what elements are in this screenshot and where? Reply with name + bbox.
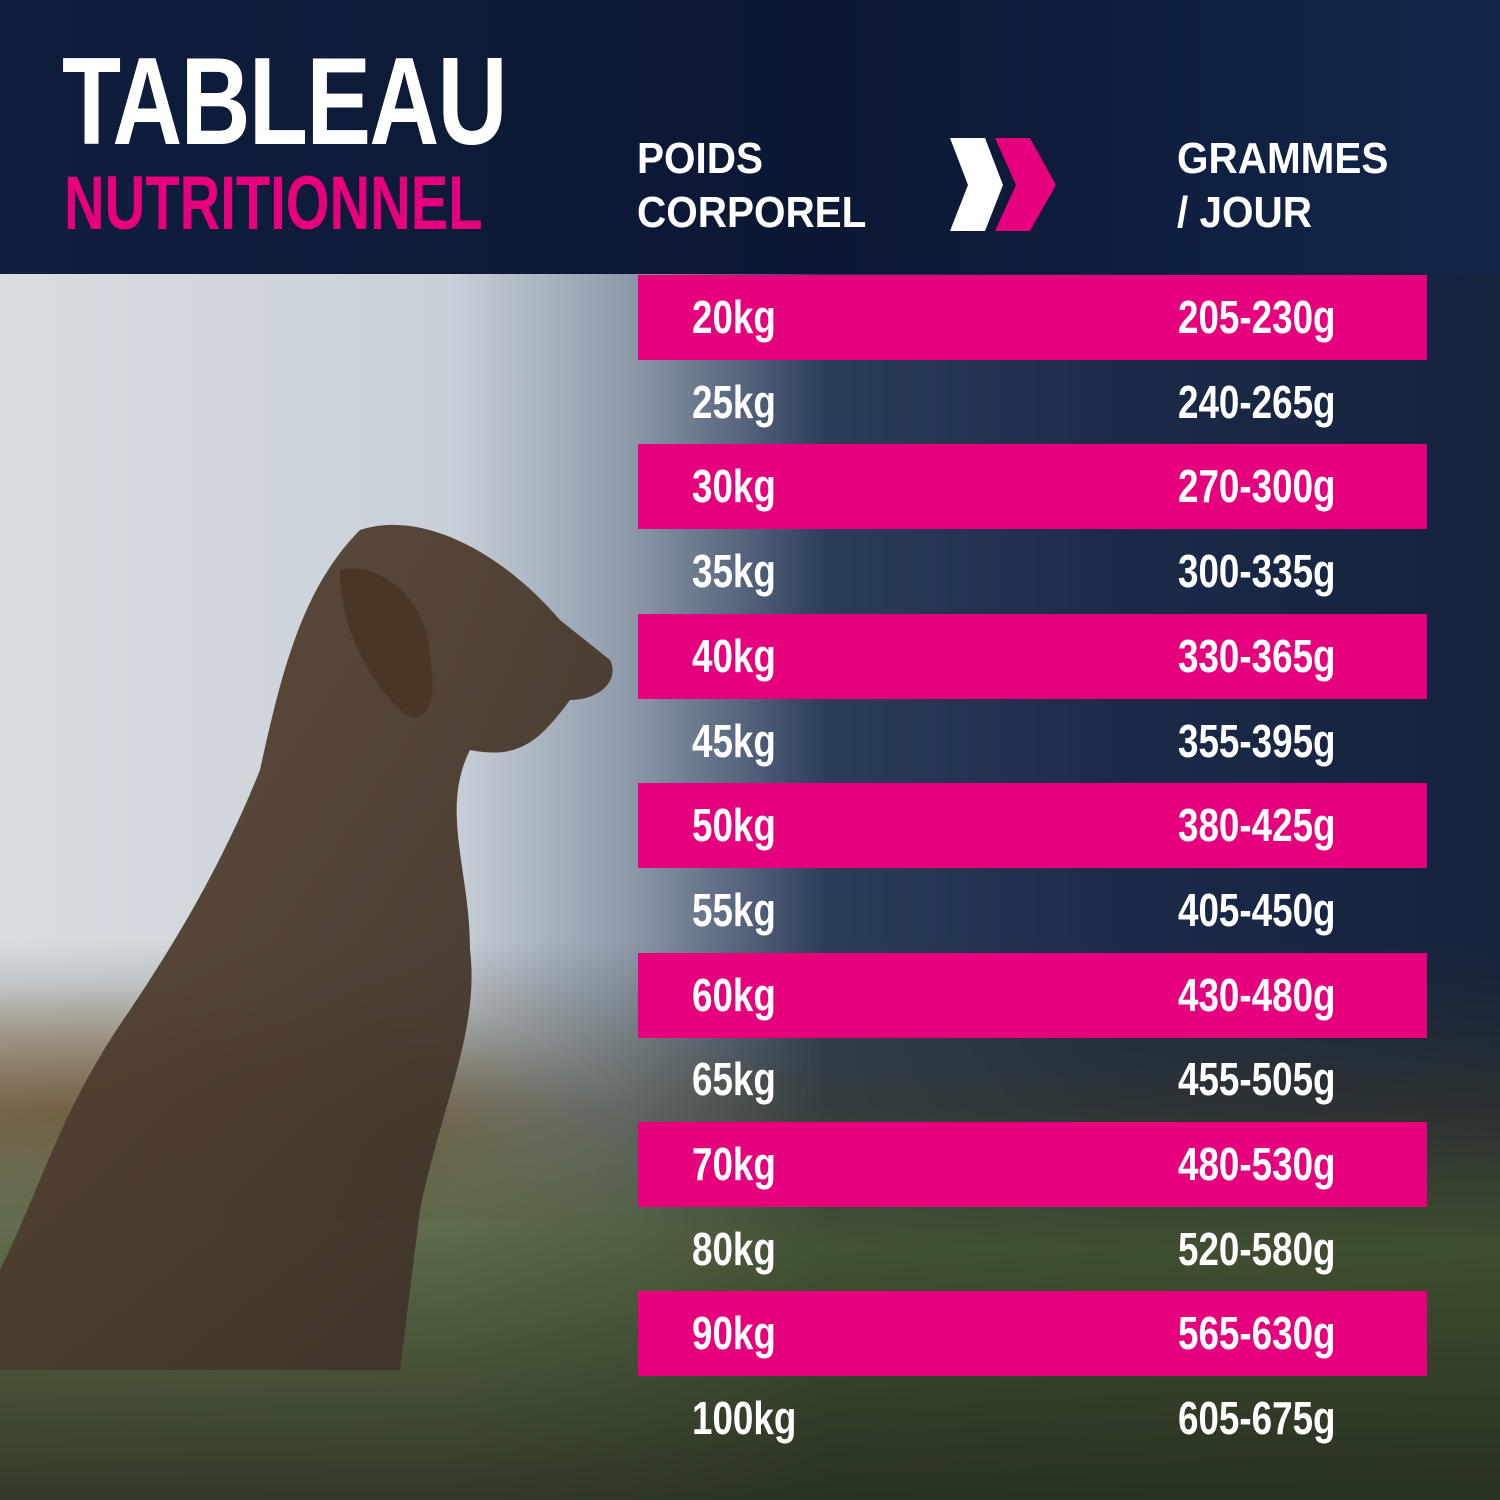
grams-cell: 240-265g (1178, 375, 1336, 428)
weight-cell: 90kg (692, 1307, 776, 1360)
grams-cell: 300-335g (1178, 545, 1336, 598)
weight-cell: 35kg (692, 545, 776, 598)
grams-cell: 480-530g (1178, 1138, 1336, 1190)
grams-cell: 330-365g (1178, 629, 1336, 682)
weight-cell: 50kg (692, 799, 776, 852)
weight-header-line2: CORPOREL (637, 188, 867, 237)
weight-cell: 55kg (692, 883, 776, 936)
weight-cell: 60kg (692, 968, 776, 1021)
table-row: 35kg 300-335g (638, 529, 1427, 614)
weight-cell: 65kg (692, 1053, 776, 1106)
grams-cell: 430-480g (1178, 968, 1336, 1021)
table-row: 80kg 520-580g (638, 1207, 1427, 1292)
grams-column-header: GRAMMES / JOUR (1177, 132, 1388, 240)
table-row: 30kg 270-300g (638, 444, 1427, 530)
grams-cell: 205-230g (1178, 291, 1336, 343)
weight-cell: 25kg (692, 375, 776, 428)
grams-cell: 455-505g (1178, 1053, 1336, 1106)
weight-header-line1: POIDS (637, 134, 763, 183)
table-row: 55kg 405-450g (638, 868, 1427, 953)
table-row: 25kg 240-265g (638, 360, 1427, 445)
title-line2: NUTRITIONNEL (64, 161, 483, 246)
title-line1: TABLEAU (62, 33, 508, 171)
table-row: 20kg 205-230g (638, 275, 1427, 360)
grams-cell: 605-675g (1178, 1392, 1336, 1445)
table-row: 45kg 355-395g (638, 699, 1427, 784)
grams-cell: 405-450g (1178, 883, 1336, 936)
weight-cell: 45kg (692, 714, 776, 767)
weight-cell: 70kg (692, 1138, 776, 1190)
grams-cell: 380-425g (1178, 799, 1336, 852)
table-row: 50kg 380-425g (638, 783, 1427, 869)
grams-header-line1: GRAMMES (1177, 134, 1389, 183)
grams-cell: 270-300g (1178, 460, 1336, 513)
weight-cell: 30kg (692, 460, 776, 513)
grams-header-line2: / JOUR (1177, 188, 1312, 237)
weight-cell: 80kg (692, 1222, 776, 1275)
table-row: 70kg 480-530g (638, 1122, 1427, 1207)
grams-cell: 520-580g (1178, 1222, 1336, 1275)
weight-cell: 40kg (692, 629, 776, 682)
header-band (0, 0, 1500, 274)
table-row: 90kg 565-630g (638, 1291, 1427, 1377)
grams-cell: 565-630g (1178, 1307, 1336, 1360)
table-row: 40kg 330-365g (638, 613, 1427, 699)
table-row: 60kg 430-480g (638, 952, 1427, 1038)
weight-cell: 100kg (692, 1392, 797, 1445)
table-row: 100kg 605-675g (638, 1376, 1427, 1461)
weight-column-header: POIDS CORPOREL (637, 132, 866, 240)
weight-cell: 20kg (692, 291, 776, 343)
table-row: 65kg 455-505g (638, 1037, 1427, 1122)
dog-photo (0, 524, 613, 1370)
grams-cell: 355-395g (1178, 714, 1336, 767)
double-chevron-right-icon (950, 138, 1056, 231)
